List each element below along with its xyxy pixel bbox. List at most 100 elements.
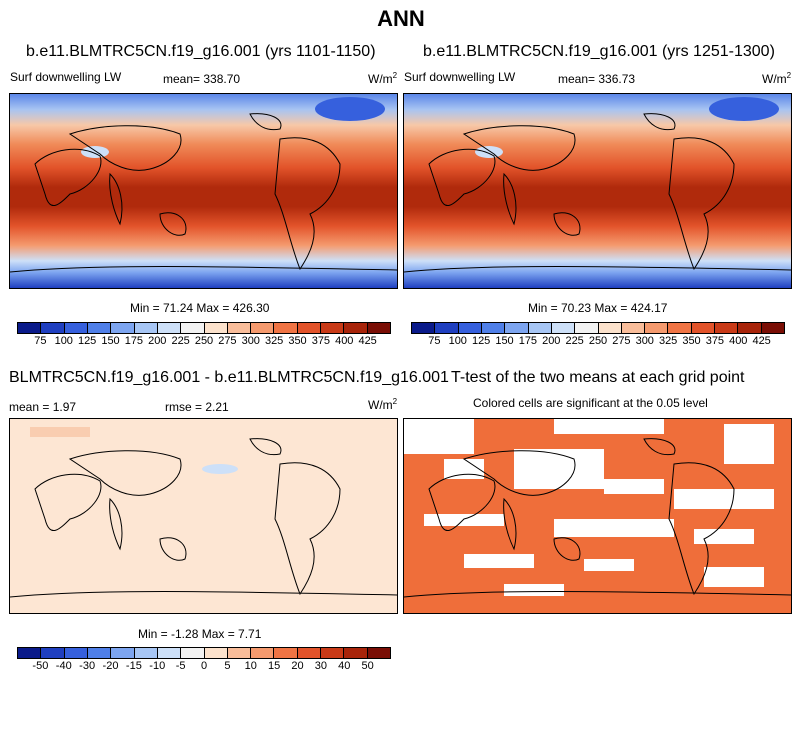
colorbar-swatch [645,323,669,333]
colorbar-swatch [412,323,436,333]
colorbar-swatch [575,323,599,333]
colorbar-tick-label: -10 [149,660,166,672]
colorbar-tick-label: 5 [224,660,231,672]
colorbar-swatch [134,323,158,333]
panel1-minmax: Min = 71.24 Max = 426.30 [130,301,270,315]
colorbar-tick-label: 200 [148,335,167,347]
colorbar-tick-label: 50 [361,660,374,672]
panel2-colorbar [411,322,785,334]
colorbar-tick-label: 125 [471,335,491,347]
panel3-mean: mean = 1.97 [9,400,77,414]
colorbar-swatch [204,323,228,333]
colorbar-tick-label: 325 [658,335,678,347]
colorbar-swatch [274,323,298,333]
colorbar-swatch [458,323,482,333]
colorbar-tick-label: 75 [34,335,47,347]
colorbar-swatch [41,648,65,658]
panel2-map [403,93,792,289]
colorbar-swatch [321,323,345,333]
panel3-minmax: Min = -1.28 Max = 7.71 [138,627,262,641]
colorbar-swatch [691,323,716,333]
colorbar-tick-label: 30 [314,660,327,672]
colorbar-tick-label: 375 [311,335,331,347]
colorbar-tick-label: 275 [612,335,631,347]
colorbar-swatch [87,323,112,333]
colorbar-swatch [41,323,65,333]
colorbar-swatch [251,648,275,658]
panel3-colorbar [17,647,391,659]
colorbar-tick-label: 150 [495,335,514,347]
panel1-variable: Surf downwelling LW [10,70,122,84]
panel4-map [403,418,792,614]
colorbar-tick-label: 425 [358,335,377,347]
colorbar-tick-label: 300 [635,335,654,347]
colorbar-tick-label: -5 [175,660,186,672]
colorbar-tick-label: 100 [54,335,73,347]
colorbar-tick-label: 300 [241,335,260,347]
colorbar-swatch [181,323,205,333]
colorbar-tick-label: 150 [101,335,120,347]
panel3-rmse: rmse = 2.21 [165,400,229,414]
colorbar-swatch [18,323,42,333]
figure-title: ANN [377,6,425,31]
colorbar-tick-label: 425 [752,335,771,347]
colorbar-swatch [297,648,322,658]
panel2-mean: mean= 336.73 [558,72,636,86]
colorbar-tick-label: 225 [171,335,190,347]
colorbar-swatch [505,323,529,333]
panel2-colorbar-ticks: 75 100 125 150 175 200 225 250 275 300 325 350 375 40… [411,335,785,349]
panel2-units: W/m2 [762,71,792,86]
colorbar-swatch [111,323,135,333]
colorbar-tick-label: -30 [79,660,96,672]
colorbar-tick-label: 125 [77,335,97,347]
panel3-map [9,418,398,614]
colorbar-tick-label: 225 [565,335,584,347]
colorbar-tick-label: -20 [102,660,119,672]
colorbar-swatch [157,648,182,658]
colorbar-swatch [321,648,345,658]
panel3-map-graphic [10,419,397,613]
colorbar-tick-label: 250 [194,335,214,347]
panel2-title: b.e11.BLMTRC5CN.f19_g16.001 (yrs 1251-13… [423,43,775,60]
panel4-map-graphic [404,419,791,613]
colorbar-swatch [18,648,42,658]
panel4-title: T-test of the two means at each grid poi… [451,369,745,386]
colorbar-tick-label: 400 [335,335,354,347]
panel1-map-graphic [10,94,397,288]
colorbar-tick-label: -40 [55,660,72,672]
colorbar-swatch [157,323,182,333]
colorbar-swatch [134,648,158,658]
colorbar-swatch [738,323,762,333]
colorbar-swatch [715,323,739,333]
colorbar-tick-label: 250 [588,335,608,347]
panel1-mean: mean= 338.70 [163,72,241,86]
panel3-title: BLMTRC5CN.f19_g16.001 - b.e11.BLMTRC5CN.… [9,369,449,386]
panel1-title: b.e11.BLMTRC5CN.f19_g16.001 (yrs 1101-11… [26,43,376,60]
colorbar-tick-label: 100 [448,335,467,347]
colorbar-tick-label: 40 [338,660,351,672]
colorbar-swatch [64,323,88,333]
colorbar-tick-label: -15 [125,660,142,672]
colorbar-tick-label: 350 [288,335,307,347]
panel1-map [9,93,398,289]
colorbar-tick-label: -50 [32,660,49,672]
colorbar-tick-label: 375 [705,335,725,347]
colorbar-swatch [528,323,552,333]
colorbar-tick-label: 10 [244,660,257,672]
colorbar-swatch [87,648,112,658]
colorbar-swatch [227,323,252,333]
panel2-variable: Surf downwelling LW [404,70,516,84]
colorbar-swatch [761,323,784,333]
colorbar-swatch [251,323,275,333]
colorbar-swatch [344,323,368,333]
colorbar-swatch [64,648,88,658]
panel1-colorbar [17,322,391,334]
colorbar-swatch [297,323,322,333]
colorbar-tick-label: 175 [124,335,144,347]
colorbar-swatch [551,323,576,333]
colorbar-tick-label: 0 [200,660,208,672]
colorbar-swatch [481,323,506,333]
colorbar-tick-label: 20 [291,660,304,672]
colorbar-swatch [274,648,298,658]
colorbar-swatch [668,323,692,333]
